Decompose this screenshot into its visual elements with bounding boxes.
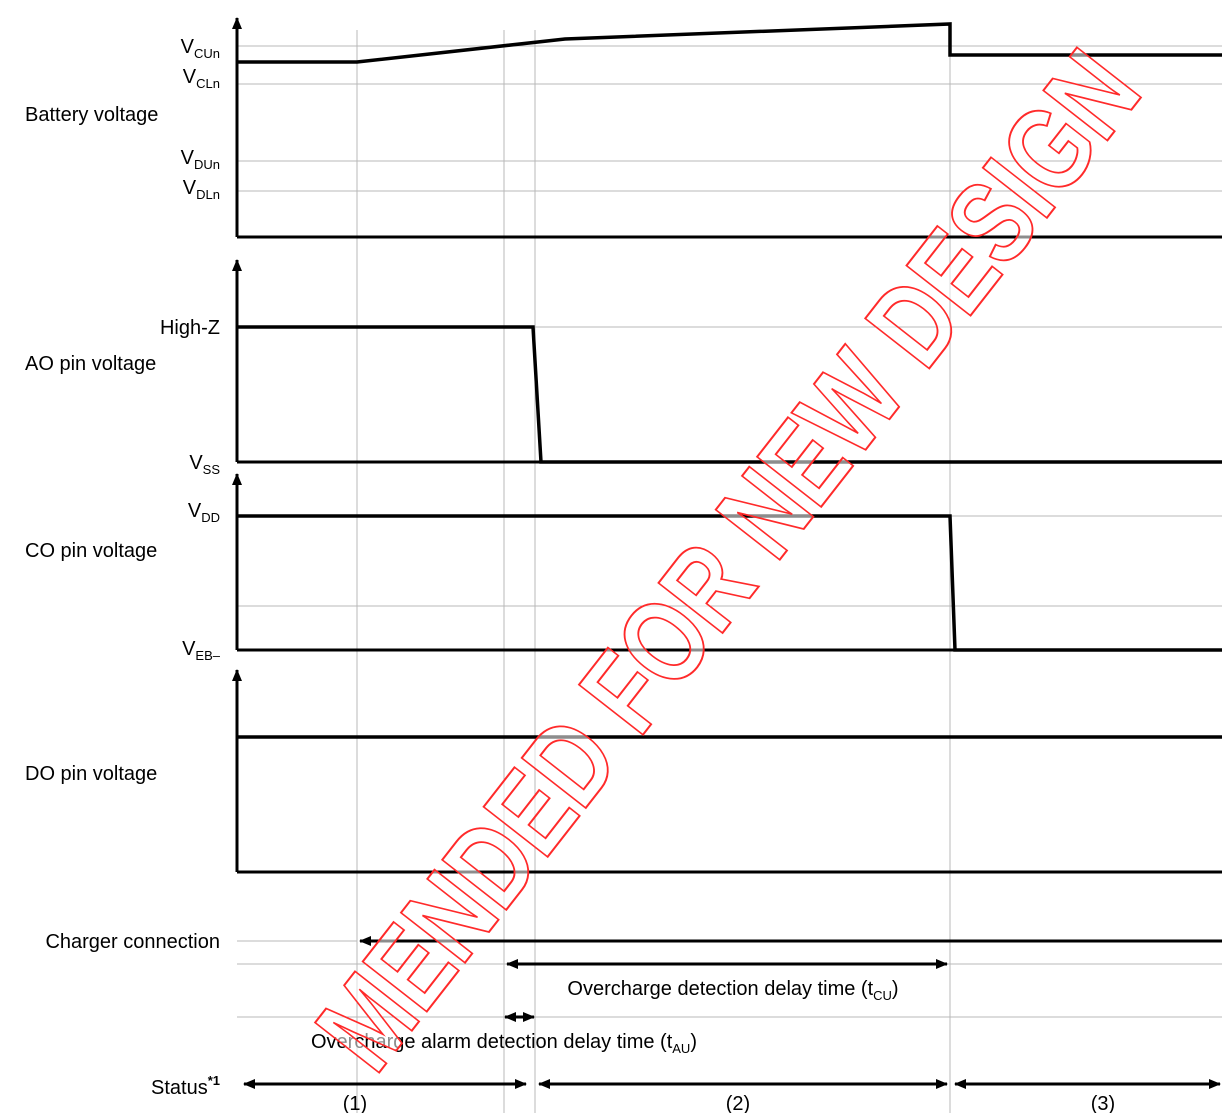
delay-label: Overcharge alarm detection delay time (t… [311,1031,697,1056]
arrows [243,936,1222,1089]
level-label: VCLn [183,66,220,91]
panel-label: DO pin voltage [25,763,157,785]
level-label: VSS [189,452,220,477]
status-label: Status*1 [151,1073,220,1099]
panel-label: AO pin voltage [25,353,156,375]
panel-label: CO pin voltage [25,540,157,562]
state-label: (1) [343,1093,367,1113]
watermark: MENDED FOR NEW DESIGN [292,27,1166,1093]
level-label: VDLn [183,177,220,202]
level-label: VDD [188,500,220,525]
state-label: (2) [726,1093,750,1113]
delay-label: Overcharge detection delay time (tCU) [567,978,898,1003]
charger-label: Charger connection [45,931,220,953]
labels: VCUn VCLn Battery voltage VDUn VDLn High… [25,36,1115,1113]
level-label: VCUn [181,36,220,61]
level-label: VDUn [181,147,220,172]
state-label: (3) [1091,1093,1115,1113]
panel-label: Battery voltage [25,104,158,126]
level-label: VEB– [182,638,221,663]
waveforms [237,22,1222,739]
level-label: High-Z [160,317,220,339]
